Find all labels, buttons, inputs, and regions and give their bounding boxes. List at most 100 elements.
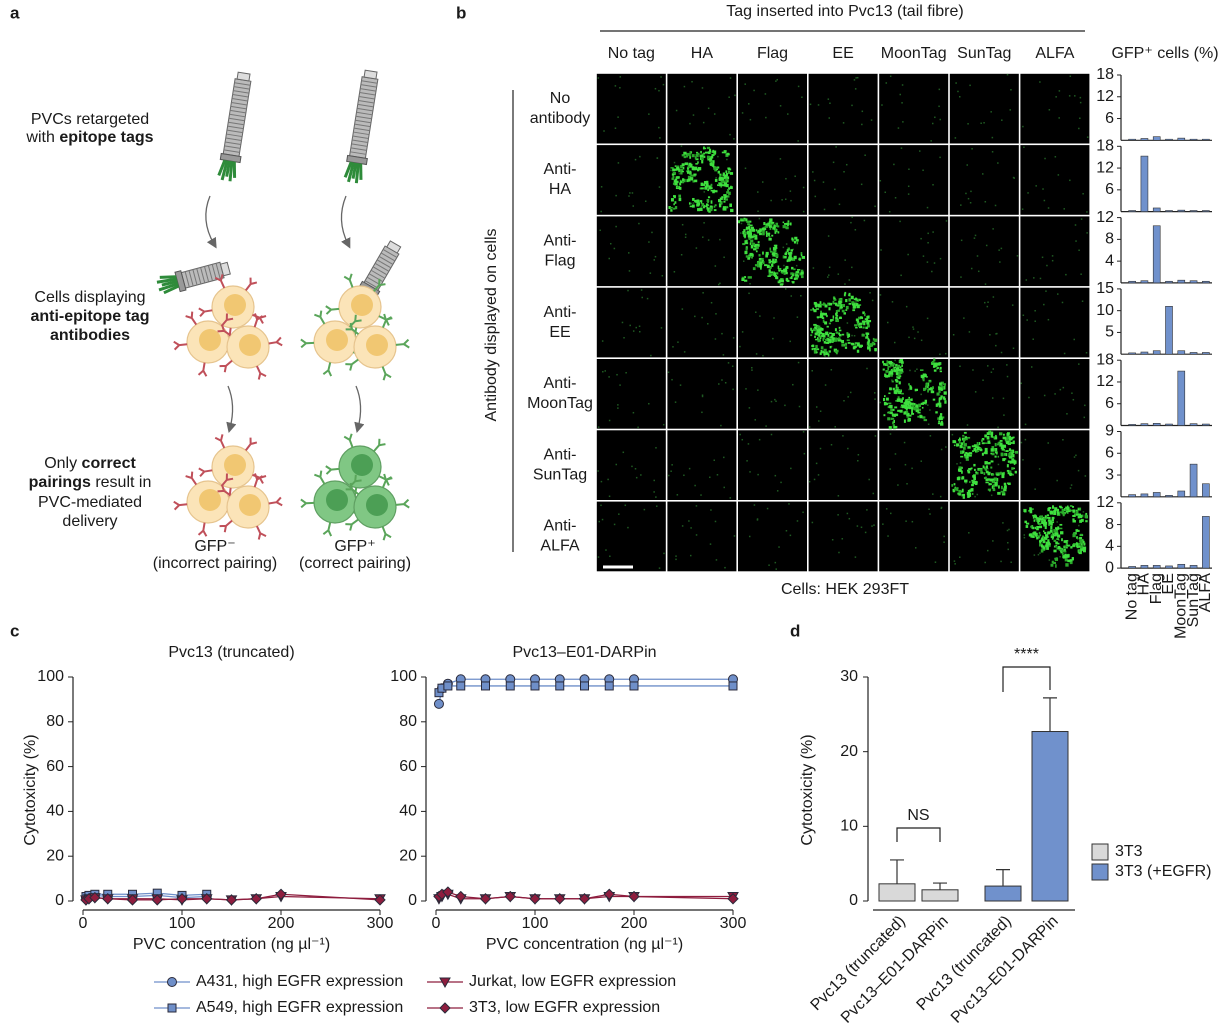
gfp-signal (709, 158, 713, 162)
speckle (1002, 397, 1005, 400)
gfp-signal (697, 154, 699, 158)
speckle (889, 468, 891, 470)
gfp-signal (937, 417, 941, 420)
gfp-signal (1051, 518, 1054, 521)
pvc-stripe (352, 135, 369, 140)
pvc-stripe (230, 109, 246, 114)
gfp-signal (784, 271, 788, 275)
speckle (945, 446, 947, 448)
speckle (1058, 90, 1061, 92)
point (151, 894, 163, 906)
gfp-signal (905, 403, 908, 406)
speckle (770, 400, 773, 403)
gfp-signal (969, 481, 971, 483)
gfp-signal (1007, 460, 1010, 463)
image-tile (808, 145, 878, 215)
gfp-signal (793, 268, 796, 271)
speckle (653, 491, 655, 493)
gfp-signal (724, 195, 728, 198)
gfp-signal (1003, 452, 1007, 456)
gfp-signal (851, 301, 855, 304)
speckle (856, 321, 858, 323)
gfp-signal (894, 389, 898, 393)
gfp-signal (1036, 525, 1040, 529)
gfp-signal (687, 178, 691, 182)
speckle (835, 146, 837, 148)
gfp-signal (707, 188, 710, 192)
speckle (1020, 382, 1022, 385)
gfp-signal (1006, 441, 1010, 444)
pvc-stripe (215, 263, 221, 279)
gfp-signal (676, 165, 680, 169)
gfp-signal (728, 187, 731, 190)
image-tile (879, 145, 949, 215)
significance-bracket (1002, 666, 1051, 692)
gfp-signal (812, 307, 814, 311)
gfp-signal (835, 316, 838, 319)
y-tick-label: 18 (1096, 66, 1114, 83)
gfp-signal (743, 276, 747, 279)
gfp-signal (772, 254, 776, 257)
gfp-signal (963, 431, 967, 434)
speckle (1078, 249, 1080, 252)
gfp-signal (984, 450, 988, 455)
antibody (219, 519, 233, 533)
gfp-signal (745, 218, 748, 222)
gfp-signal (820, 303, 824, 306)
speckle (874, 398, 876, 400)
speckle (903, 441, 906, 444)
gfp-signal (850, 295, 854, 300)
gfp-signal (697, 202, 701, 206)
gfp-signal (671, 177, 674, 180)
point (554, 893, 566, 905)
gfp-signal (761, 258, 764, 261)
gfp-signal (868, 343, 872, 346)
speckle (1069, 75, 1072, 78)
gfp-signal (1029, 509, 1033, 514)
gfp-signal (725, 198, 729, 201)
speckle (1022, 125, 1024, 128)
gfp-signal (724, 182, 728, 185)
gfp-signal (700, 150, 702, 154)
speckle (597, 470, 599, 472)
bar (1189, 565, 1198, 569)
speckle (723, 456, 725, 459)
gfp-signal (766, 232, 771, 235)
speckle (756, 519, 759, 521)
pvc-stripe (355, 115, 372, 120)
gfp-signal (721, 151, 726, 154)
gfp-signal (1078, 550, 1082, 555)
gfp-signal (908, 399, 911, 402)
speckle (977, 270, 980, 273)
gfp-signal (683, 151, 687, 155)
column-label: No tag (608, 45, 655, 62)
gfp-signal (811, 348, 814, 351)
speckle (845, 163, 848, 166)
gfp-signal (909, 385, 912, 389)
gfp-signal (1032, 535, 1035, 538)
gfp-signal (670, 198, 674, 202)
gfp-signal (915, 407, 919, 410)
speckle (777, 280, 780, 282)
gfp-signal (864, 313, 866, 317)
gfp-signal (705, 187, 708, 190)
gfp-signal (722, 172, 725, 175)
gfp-signal (680, 171, 683, 175)
gfp-signal (983, 452, 986, 454)
gfp-signal (755, 229, 758, 232)
image-tile (738, 73, 807, 144)
antibody (373, 278, 386, 292)
gfp-signal (1052, 535, 1055, 539)
gfp-signal (1008, 448, 1012, 452)
gfp-signal (905, 406, 908, 409)
gfp-signal (778, 279, 783, 283)
speckle (667, 371, 670, 374)
point (530, 681, 540, 691)
gfp-signal (893, 390, 896, 394)
text-run: with (25, 129, 59, 146)
gfp-signal (966, 455, 969, 459)
gfp-signal (746, 220, 750, 223)
gfp-signal (826, 325, 829, 328)
pvc-stripe (382, 249, 398, 258)
y-axis-label: Cytotoxicity (%) (799, 734, 816, 845)
